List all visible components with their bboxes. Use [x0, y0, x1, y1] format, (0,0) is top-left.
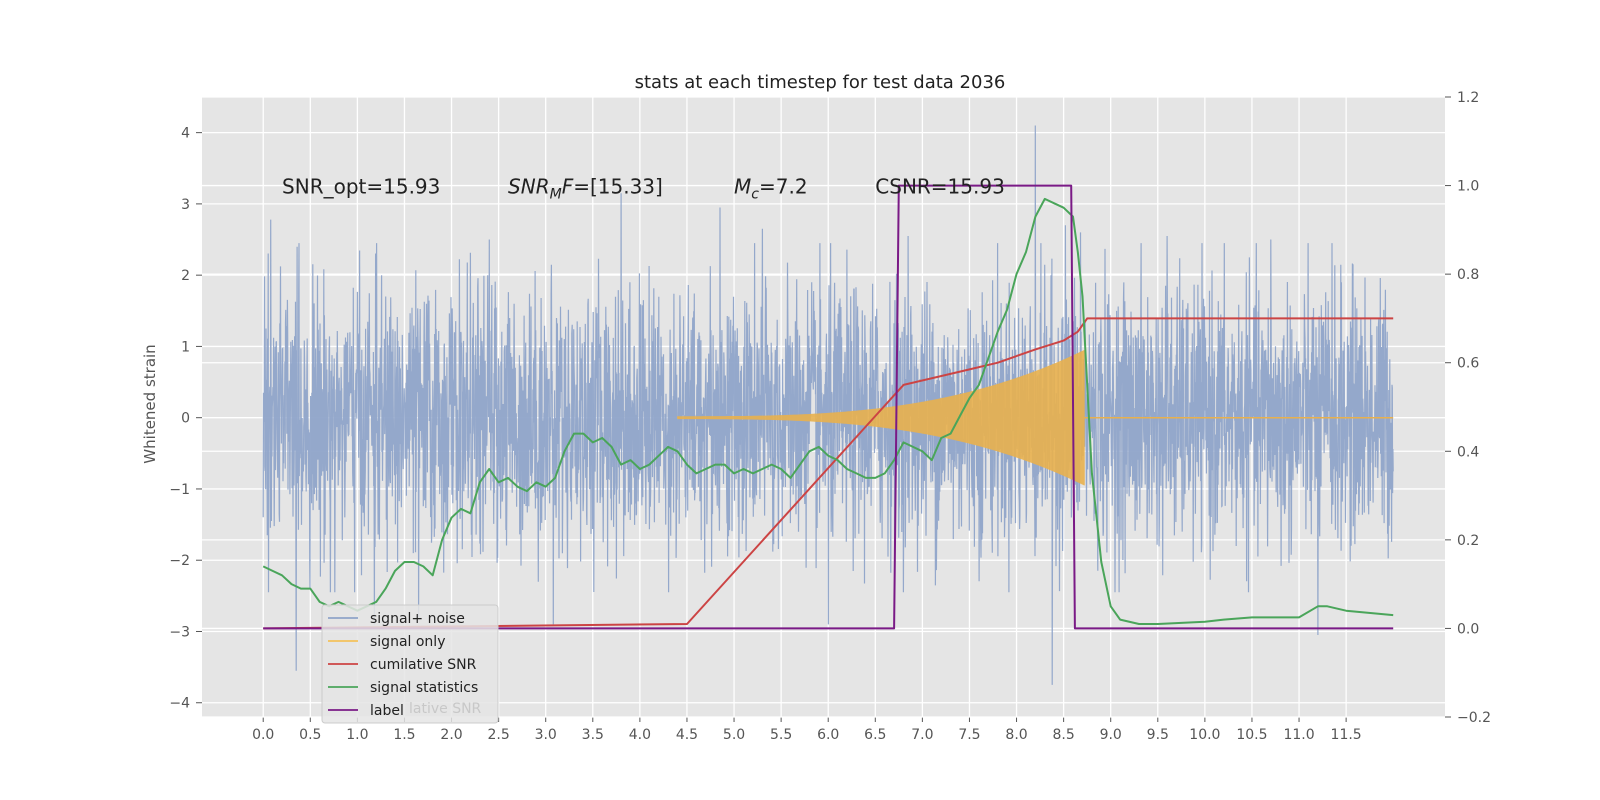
- x-tick-label: 9.0: [1100, 727, 1122, 743]
- y2-tick-label: 0.8: [1457, 267, 1479, 283]
- y2-tick-label: 1.2: [1457, 90, 1479, 106]
- x-tick-label: 3.0: [535, 727, 557, 743]
- x-tick-label: 3.5: [582, 727, 604, 743]
- annotation-4: CSNR=15.93: [875, 175, 1005, 199]
- x-tick-label: 4.5: [676, 727, 698, 743]
- y2-tick-label: 0.6: [1457, 356, 1479, 372]
- y-tick-label: 4: [181, 126, 190, 142]
- y2-tick-label: 0.2: [1457, 533, 1479, 549]
- x-tick-label: 8.0: [1005, 727, 1027, 743]
- x-tick-label: 5.0: [723, 727, 745, 743]
- legend-entry: signal statistics: [370, 680, 478, 696]
- x-tick-label: 11.0: [1283, 727, 1314, 743]
- y-tick-label: 3: [181, 197, 190, 213]
- x-tick-label: 5.5: [770, 727, 792, 743]
- y-tick-label: −1: [169, 482, 190, 498]
- y-tick-label: 0: [181, 411, 190, 427]
- x-tick-label: 7.0: [911, 727, 933, 743]
- legend-entry: signal only: [370, 634, 445, 650]
- y-tick-label: −2: [169, 553, 190, 569]
- x-tick-label: 10.0: [1189, 727, 1220, 743]
- legend-box: [321, 604, 499, 724]
- x-tick-label: 2.0: [440, 727, 462, 743]
- annotation-3: Mc=7.2: [734, 175, 808, 203]
- annotation-2: SNRMF=[15.33]: [508, 175, 663, 203]
- x-tick-label: 4.0: [629, 727, 651, 743]
- x-tick-label: 6.0: [817, 727, 839, 743]
- chart-title: stats at each timestep for test data 203…: [635, 72, 1006, 93]
- x-tick-label: 8.5: [1052, 727, 1074, 743]
- y-tick-label: 1: [181, 339, 190, 355]
- y-axis-label: Whitened strain: [141, 344, 159, 463]
- x-tick-label: 7.5: [958, 727, 980, 743]
- y2-tick-label: 1.0: [1457, 179, 1479, 195]
- y-tick-label: −3: [169, 624, 190, 640]
- annotation-1: SNR_opt=15.93: [282, 175, 440, 199]
- series-signal-noise-line: [262, 125, 1394, 685]
- legend-entry: label: [370, 703, 404, 719]
- y-tick-label: −4: [169, 696, 190, 712]
- x-tick-label: 1.0: [346, 727, 368, 743]
- x-tick-label: 9.5: [1147, 727, 1169, 743]
- legend-entry: signal+ noise: [370, 611, 465, 627]
- series-signal-only-line: [677, 350, 1085, 486]
- plot-area: 0.0 0.5 1.0 1.5 2.0 2.5 3.0 3.5 4.0 4.5 5.0 5.5 6.0 6…: [169, 90, 1491, 743]
- series-label-line: [263, 184, 1394, 630]
- x-tick-label: 0.0: [252, 727, 274, 743]
- legend-ghost-text: lative SNR: [409, 701, 482, 717]
- x-tick-label: 11.5: [1331, 727, 1362, 743]
- x-tick-label: 10.5: [1236, 727, 1267, 743]
- x-tick-label: 0.5: [299, 727, 321, 743]
- legend-entry: cumilative SNR: [370, 657, 477, 673]
- series-cumulative-snr-line: [263, 317, 1394, 630]
- x-tick-label: 2.5: [487, 727, 509, 743]
- y-tick-label: 2: [181, 268, 190, 284]
- y2-tick-label: 0.0: [1457, 621, 1479, 637]
- y2-tick-label: 0.4: [1457, 444, 1479, 460]
- y2-tick-label: −0.2: [1457, 710, 1491, 726]
- x-tick-label: 1.5: [393, 727, 415, 743]
- x-tick-label: 6.5: [864, 727, 886, 743]
- legend: lative SNR signal+ noise signal only cumila…: [321, 604, 499, 724]
